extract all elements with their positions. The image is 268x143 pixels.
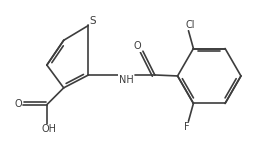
Text: Cl: Cl bbox=[186, 20, 195, 30]
Text: O: O bbox=[14, 99, 22, 109]
Text: OH: OH bbox=[41, 124, 56, 134]
Text: F: F bbox=[184, 122, 189, 132]
Text: NH: NH bbox=[119, 75, 133, 85]
Text: S: S bbox=[89, 15, 96, 25]
Text: O: O bbox=[133, 41, 141, 51]
